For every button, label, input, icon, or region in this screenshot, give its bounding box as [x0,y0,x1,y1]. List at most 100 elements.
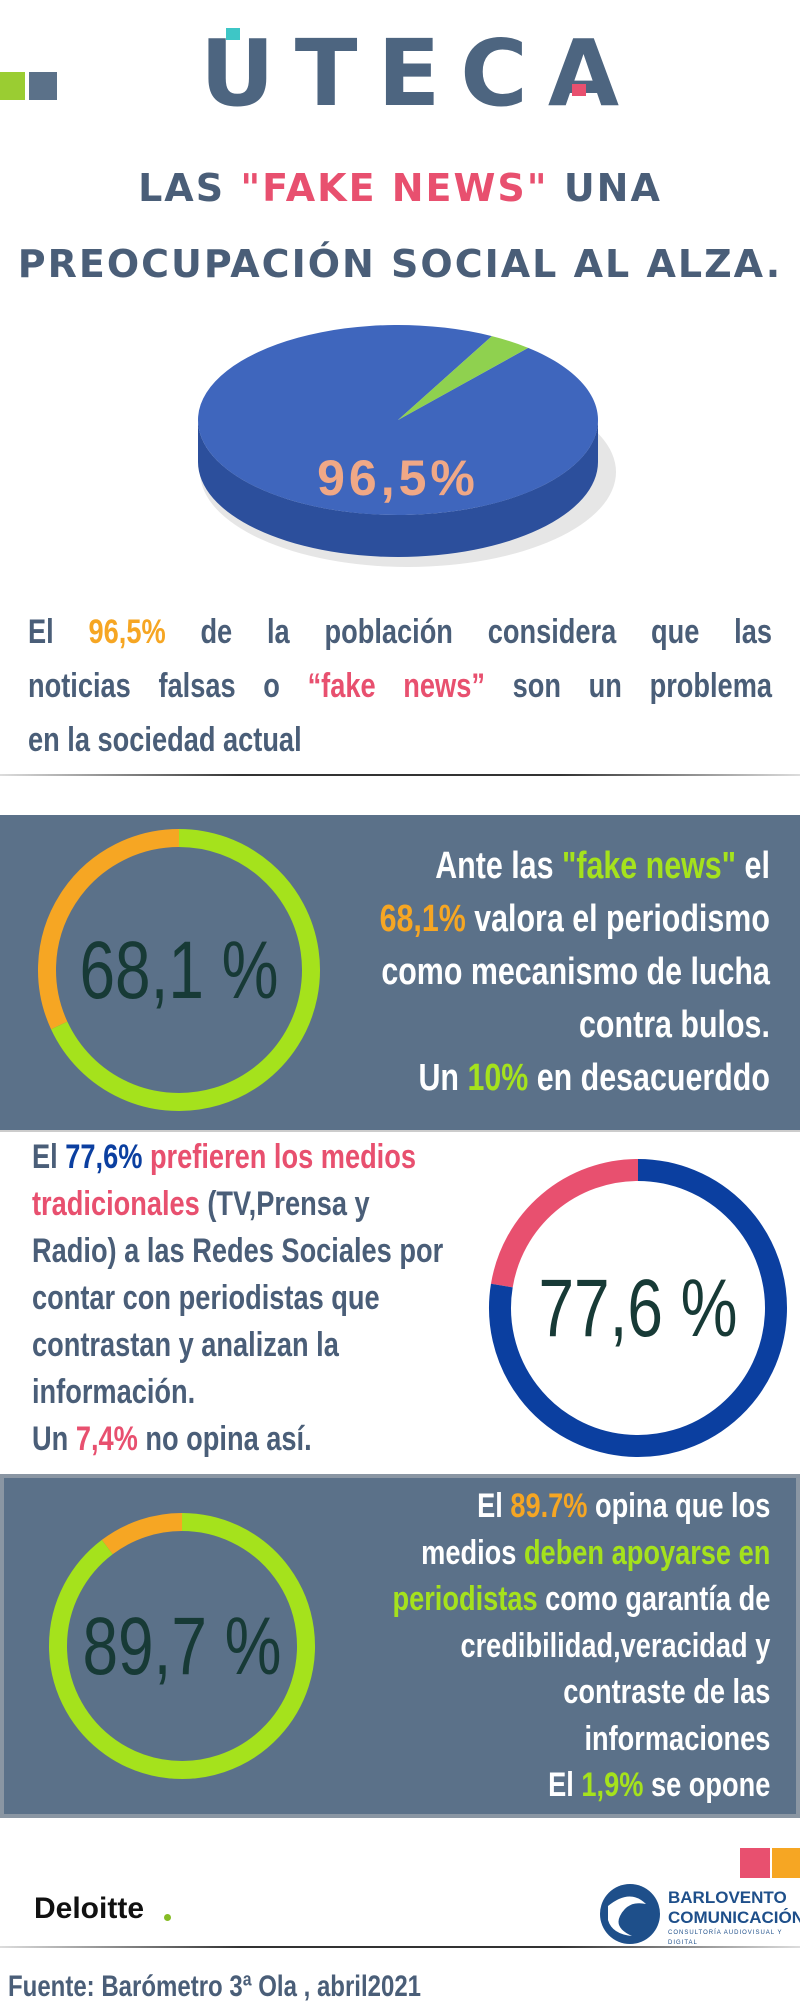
text-segment: deben apoyarse en [523,1533,770,1572]
text-segment: contraste de las [562,1673,770,1711]
text-segment: 77,6% [65,1138,143,1176]
barlovento-line: COMUNICACIÓN [668,1908,800,1927]
deco-square [740,1848,770,1878]
text-line: información. [32,1369,443,1416]
text-segment: 68,1% [379,898,466,940]
text-segment: periodistas [392,1580,538,1618]
donut-value-label: 89,7 % [82,1599,281,1692]
logo-accent [572,84,586,96]
text-segment: son un problema [484,667,773,705]
text-line: periodistas como garantía de [392,1576,770,1623]
text-line: contar con periodistas que [32,1275,443,1322]
text-segment: como garantía de [537,1580,770,1618]
text-line: El 89.7% opina que los [392,1483,770,1530]
text-line: credibilidad,veracidad y [392,1623,770,1670]
text-segment: 7,4% [75,1420,138,1458]
logo-dot [164,1914,171,1921]
logo-accent [226,28,240,40]
text-segment: medios [420,1533,524,1572]
text-segment: el [736,845,770,887]
text-segment: Un [32,1420,76,1458]
text-segment: tradicionales [32,1185,200,1223]
text-segment: “fake news” [307,667,485,705]
text-segment: El [547,1766,582,1804]
text-segment: información. [32,1373,196,1411]
text-segment: contra bulos. [579,1004,770,1046]
barlovento-icon [600,1884,660,1944]
deloitte-logo: Deloitte [34,1892,145,1925]
text-segment: en la sociedad actual [28,721,302,759]
text-line: PREOCUPACIÓN SOCIAL AL ALZA. [0,226,800,302]
title: LAS "FAKE NEWS" UNA PREOCUPACIÓN SOCIAL A… [0,150,800,302]
barlovento-line: BARLOVENTO [668,1888,787,1907]
divider [0,774,800,776]
text-segment: se opone [643,1766,770,1804]
text-segment: no opina así. [137,1420,312,1458]
donut-text: El 77,6% prefieren los medios tradicional… [32,1134,443,1463]
text-segment: opina que los [587,1487,770,1525]
text-segment: prefieren los medios [142,1138,416,1176]
donut-arc [51,829,320,1111]
text-segment: Un [418,1057,468,1099]
text-segment: 10% [467,1057,529,1099]
text-segment: "fake news" [562,845,737,887]
donut-arc [49,1513,315,1779]
donut-value-label: 77,6 % [538,1261,737,1354]
divider [0,1130,800,1132]
text-segment: de la población considera que las [165,613,772,651]
text-line: El 77,6% prefieren los medios [32,1134,443,1181]
text-line: contrastan y analizan la [32,1322,443,1369]
text-line: medios deben apoyarse en [392,1530,770,1577]
text-line: noticias falsas o “fake news” son un pro… [28,659,772,713]
donut-arc [489,1159,787,1457]
text-segment: Ante las [435,845,563,887]
text-segment: 1,9% [581,1766,644,1804]
deco-square [772,1848,800,1878]
text-line: contra bulos. [380,999,770,1052]
text-line: tradicionales (TV,Prensa y [32,1181,443,1228]
text-line: El 96,5% de la población considera que l… [28,605,772,659]
pie-side [198,420,598,557]
pie-slice [198,325,599,515]
text-segment: 89.7% [510,1487,588,1525]
text-segment: LAS [138,166,241,210]
donut-text: El 89.7% opina que los medios deben apoya… [392,1483,770,1809]
barlovento-name: BARLOVENTO COMUNICACIÓN CONSULTORÍA AUDI… [668,1888,800,1948]
pie-value-label: 96,5% [317,450,479,506]
donut-rest-arc [490,1159,639,1288]
text-segment: contrastan y analizan la [32,1326,339,1364]
text-line: Un 7,4% no opina así. [32,1416,443,1463]
text-segment: valora el periodismo [465,898,770,940]
deco-square [29,72,57,100]
text-segment: PREOCUPACIÓN SOCIAL AL ALZA. [17,242,783,286]
text-segment: credibilidad,veracidad y [460,1626,770,1665]
text-line: informaciones [392,1716,770,1763]
text-segment: UNA [548,166,662,210]
intro-text: El 96,5% de la población considera que l… [28,605,772,767]
text-segment: como mecanismo de lucha [381,951,770,993]
text-line: como mecanismo de lucha [380,946,770,999]
text-segment: (TV,Prensa y [199,1185,370,1223]
donut-rest-arc [38,829,180,1030]
donut-value-label: 68,1 % [79,923,278,1016]
text-line: 68,1% valora el periodismo [380,893,770,946]
text-line: El 1,9% se opone [392,1762,770,1809]
donut-rest-arc [101,1513,183,1555]
pie-chart: 96,5% [198,325,616,567]
text-segment: en desacuerddo [528,1057,770,1099]
source: Fuente: Barómetro 3ª Ola , abril2021 [8,1970,422,2003]
text-line: en la sociedad actual [28,713,772,767]
deco-square [0,72,25,100]
divider [0,1946,800,1948]
text-segment: 96,5% [88,613,166,651]
text-segment: informaciones [584,1719,770,1758]
logo: UTECA [200,20,640,127]
text-line: contraste de las [392,1669,770,1716]
text-segment: El [476,1487,511,1525]
barlovento-tagline: CONSULTORÍA AUDIOVISUAL Y DIGITAL [668,1930,783,1946]
text-line: LAS "FAKE NEWS" UNA [0,150,800,226]
text-segment: noticias falsas o [28,667,308,705]
text-line: Radio) a las Redes Sociales por [32,1228,443,1275]
